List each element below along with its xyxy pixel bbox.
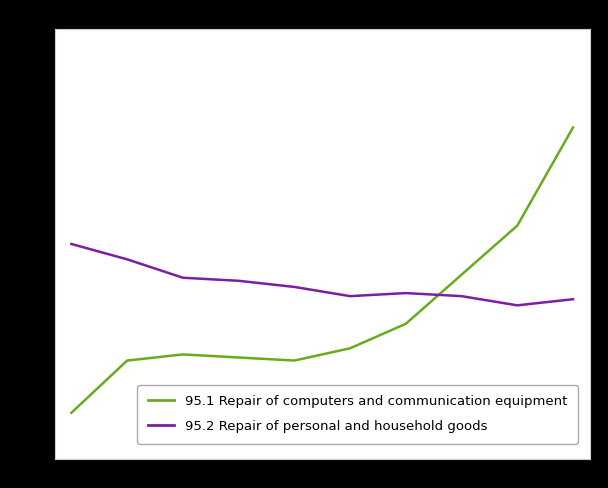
Legend: 95.1 Repair of computers and communication equipment, 95.2 Repair of personal an: 95.1 Repair of computers and communicati… (137, 385, 578, 444)
